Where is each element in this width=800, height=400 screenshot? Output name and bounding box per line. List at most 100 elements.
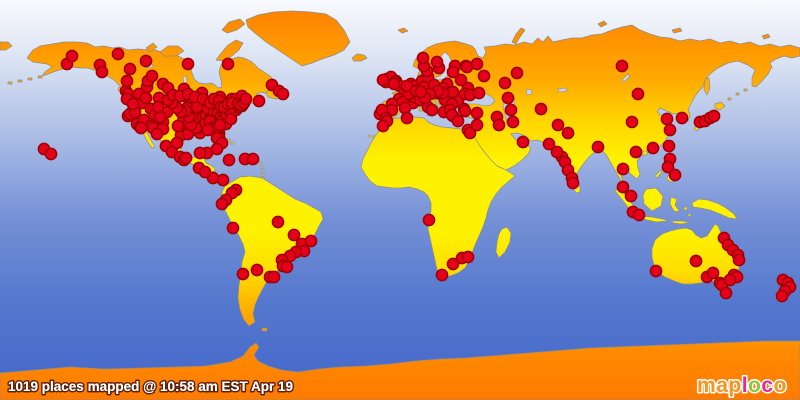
visitor-dot: [376, 119, 390, 133]
new-siberian-islands: [671, 27, 683, 34]
visitor-dot: [631, 87, 645, 101]
visitor-dot: [221, 57, 235, 71]
new-guinea: [691, 198, 738, 220]
visitor-dot: [732, 253, 746, 267]
visitor-dot: [201, 123, 215, 137]
chukotka-fragment: [0, 41, 13, 51]
banks-island: [145, 42, 158, 53]
visitor-dot: [663, 123, 677, 137]
visitor-dot: [719, 286, 733, 300]
svalbard: [397, 27, 409, 34]
visitor-dot: [250, 263, 264, 277]
visitor-dot: [179, 151, 193, 165]
visitor-dot: [246, 152, 260, 166]
visitor-dot: [65, 49, 79, 63]
visitor-dot: [126, 97, 140, 111]
places-mapped-status: 1019 places mapped @ 10:58 am EST Apr 19: [8, 379, 293, 394]
places-mapped-status-fill: 1019 places mapped @ 10:58 am EST Apr 19: [8, 379, 293, 394]
visitor-dot: [193, 146, 207, 160]
visitor-dot: [150, 127, 164, 141]
visitor-dot: [470, 106, 484, 120]
sakhalin: [703, 77, 711, 96]
visitor-dot: [551, 118, 565, 132]
visitor-dot: [477, 69, 491, 83]
visitor-dot: [422, 213, 436, 227]
antarctica: [0, 340, 800, 400]
visitor-dot: [616, 180, 630, 194]
visitor-dot: [591, 140, 605, 154]
visitor-dot: [170, 136, 184, 150]
visitor-dot: [501, 91, 515, 105]
visitor-dot: [516, 135, 530, 149]
novaya-zemlya: [511, 27, 526, 45]
visitor-dot: [430, 55, 444, 69]
visitor-dot: [775, 289, 789, 303]
visitor-dot: [492, 118, 506, 132]
visitor-dot: [616, 162, 630, 176]
visitor-dot: [510, 66, 524, 80]
visitor-dot: [542, 137, 556, 151]
logo-letter-o1[interactable]: o: [747, 373, 763, 399]
visitor-dot: [660, 112, 674, 126]
maploco-logo[interactable]: maploco: [696, 373, 788, 399]
visitor-dot: [111, 47, 125, 61]
visitor-dot: [280, 260, 294, 274]
visitor-dot: [723, 273, 737, 287]
visitor-dot: [276, 87, 290, 101]
victoria-island: [159, 45, 185, 57]
visitor-dot: [216, 173, 230, 187]
visitor-dot: [304, 234, 318, 248]
visitor-dot: [134, 121, 148, 135]
visitor-dot: [463, 126, 477, 140]
visitor-dot: [446, 257, 460, 271]
visitor-dot: [472, 86, 486, 100]
visitor-dot: [668, 168, 682, 182]
logo-letter-a[interactable]: a: [715, 373, 730, 399]
logo-letter-l[interactable]: l: [740, 373, 749, 399]
visitor-dot: [139, 91, 153, 105]
lesser-sunda-islands: [671, 220, 691, 225]
visitor-dot: [646, 141, 660, 155]
visitor-dot: [550, 145, 564, 159]
visitor-dot: [215, 197, 229, 211]
visitor-dot: [425, 103, 439, 117]
lake-winnipeg: [182, 75, 188, 84]
visitor-dot: [534, 102, 548, 116]
visitor-dot: [400, 111, 414, 125]
visitor-dot: [181, 57, 195, 71]
visitor-dot: [662, 139, 676, 153]
visitor-dot: [461, 250, 475, 264]
aleutian-islands: [7, 75, 43, 85]
visitor-dot: [252, 94, 266, 108]
ellesmere-island: [221, 18, 246, 34]
greenland: [245, 10, 351, 67]
iceland: [351, 53, 368, 62]
visitor-dot: [213, 118, 227, 132]
visitor-dot: [706, 266, 720, 280]
visitor-dot: [504, 103, 518, 117]
visitor-dot: [454, 73, 468, 87]
visitor-dot: [435, 268, 449, 282]
logo-letter-p[interactable]: p: [727, 373, 743, 399]
kuril-islands: [727, 88, 748, 101]
visitor-dot: [171, 119, 185, 133]
severnaya-zemlya: [597, 20, 608, 28]
visitor-dot: [649, 264, 663, 278]
falkland-islands: [261, 327, 268, 332]
visitor-dot: [625, 115, 639, 129]
visitor-dot: [675, 111, 689, 125]
visitor-dot: [624, 189, 638, 203]
south-america: [221, 175, 324, 327]
logo-letter-o2[interactable]: o: [772, 373, 788, 399]
visitor-dot: [151, 100, 165, 114]
visitor-dot: [271, 215, 285, 229]
visitor-dot: [689, 254, 703, 268]
visitor-dot: [632, 208, 646, 222]
palawan: [654, 169, 663, 179]
visitor-dot: [198, 165, 212, 179]
logo-letter-c[interactable]: c: [760, 373, 775, 399]
visitor-dot: [707, 109, 721, 123]
logo-letter-m[interactable]: m: [696, 373, 718, 399]
